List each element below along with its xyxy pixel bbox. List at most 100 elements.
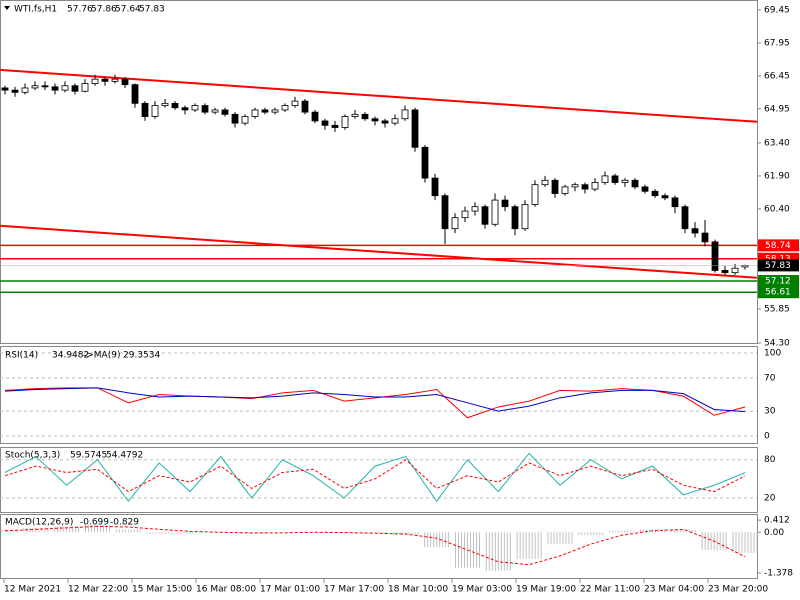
candle-body <box>611 175 619 183</box>
x-tick-label: 16 Mar 08:00 <box>196 585 256 595</box>
rsi-ma-name: ->MA(9) <box>83 351 120 361</box>
y-tick-label: 54.30 <box>764 339 790 349</box>
candle-body <box>51 86 59 91</box>
candle-body <box>181 107 189 111</box>
candle-body <box>151 105 159 117</box>
candle-body <box>631 179 639 188</box>
stoch-signal <box>4 459 746 493</box>
candle-body <box>451 217 459 230</box>
y-tick-label: 67.95 <box>764 38 790 48</box>
candle-body <box>371 118 379 122</box>
candle-body <box>431 177 439 197</box>
candle-body <box>491 199 499 225</box>
y-tick-label: 63.40 <box>764 138 790 148</box>
candle-body <box>251 109 259 117</box>
stoch-main-value: 59.5745 <box>70 451 107 461</box>
candle-body <box>701 232 709 243</box>
candle-body <box>541 179 549 186</box>
candle-body <box>641 186 649 192</box>
rsi-line <box>4 387 746 419</box>
candle-body <box>261 109 269 113</box>
y-tick-label: 80 <box>764 455 776 465</box>
candle-body <box>211 109 219 113</box>
candle-body <box>281 105 289 111</box>
y-tick-label: 69.45 <box>764 5 790 15</box>
x-tick-label: 19 Mar 03:00 <box>452 585 512 595</box>
candle-body <box>161 102 169 106</box>
y-tick-label: 55.85 <box>764 304 790 314</box>
y-tick-label: 0.00 <box>764 528 784 538</box>
candle-body <box>61 85 69 91</box>
y-tick-label: 0.412 <box>764 516 790 526</box>
stoch-main <box>4 452 746 503</box>
candle-body <box>221 109 229 115</box>
candle-body <box>81 83 89 92</box>
candle-body <box>171 102 179 109</box>
candle-body <box>581 184 589 190</box>
candle-body <box>101 78 109 82</box>
candle-body <box>241 116 249 124</box>
x-tick-label: 23 Mar 04:00 <box>644 585 704 595</box>
level-label-box <box>758 274 799 287</box>
level-label: 56.61 <box>765 288 791 298</box>
y-tick-label: 100 <box>764 348 781 358</box>
candle-body <box>711 241 719 271</box>
y-tick-label: 20 <box>764 493 776 503</box>
macd-value: -0.699 <box>80 518 109 528</box>
candle-body <box>731 267 739 274</box>
candle-body <box>41 85 49 88</box>
y-tick-label: 61.90 <box>764 171 790 181</box>
ohlc-value: 57.86 <box>91 5 117 15</box>
level-label: 57.12 <box>765 276 791 286</box>
candle-body <box>501 199 509 208</box>
x-tick-label: 12 Mar 22:00 <box>68 585 128 595</box>
x-tick-label: 17 Mar 01:00 <box>260 585 320 595</box>
candle-body <box>381 120 389 124</box>
candle-body <box>401 109 409 120</box>
y-tick-label: 30 <box>764 407 776 417</box>
collapse-arrow[interactable] <box>4 6 10 10</box>
candle-body <box>391 118 399 124</box>
candle-body <box>21 87 29 93</box>
candle-body <box>331 124 339 128</box>
candle-body <box>571 184 579 188</box>
candle-body <box>561 186 569 194</box>
candle-body <box>591 182 599 190</box>
rsi-name: RSI(14) <box>5 351 38 361</box>
x-tick-label: 23 Mar 20:00 <box>708 585 768 595</box>
x-tick-label: 17 Mar 17:00 <box>324 585 384 595</box>
candle-body <box>531 184 539 205</box>
candle-body <box>521 204 529 230</box>
candle-body <box>341 116 349 128</box>
candle-body <box>301 100 309 113</box>
rsi-panel <box>0 346 758 444</box>
candle-body <box>291 100 299 106</box>
candle-body <box>481 206 489 225</box>
x-tick-label: 15 Mar 15:00 <box>132 585 192 595</box>
level-label-box <box>758 286 799 299</box>
ohlc-value: 57.76 <box>67 5 93 15</box>
x-tick-label: 22 Mar 11:00 <box>580 585 640 595</box>
candle-body <box>651 190 659 197</box>
candle-body <box>421 146 429 179</box>
candle-body <box>621 179 629 183</box>
level-label-box <box>758 239 799 252</box>
candle-body <box>31 85 39 89</box>
trendline <box>0 68 758 123</box>
candle-body <box>441 195 449 230</box>
x-tick-label: 18 Mar 10:00 <box>388 585 448 595</box>
candle-body <box>1 87 9 91</box>
symbol: WTI.fs,H1 <box>14 5 57 15</box>
candle-body <box>511 206 519 230</box>
candle-body <box>91 78 99 84</box>
rsi-ma-line <box>4 387 746 413</box>
candle-body <box>231 113 239 124</box>
y-tick-label: 60.40 <box>764 204 790 214</box>
candle-body <box>321 120 329 126</box>
x-tick-label: 19 Mar 19:00 <box>516 585 576 595</box>
candle-body <box>141 102 149 117</box>
candle-body <box>721 270 729 274</box>
ohlc-value: 57.64 <box>115 5 141 15</box>
candle-body <box>271 109 279 113</box>
